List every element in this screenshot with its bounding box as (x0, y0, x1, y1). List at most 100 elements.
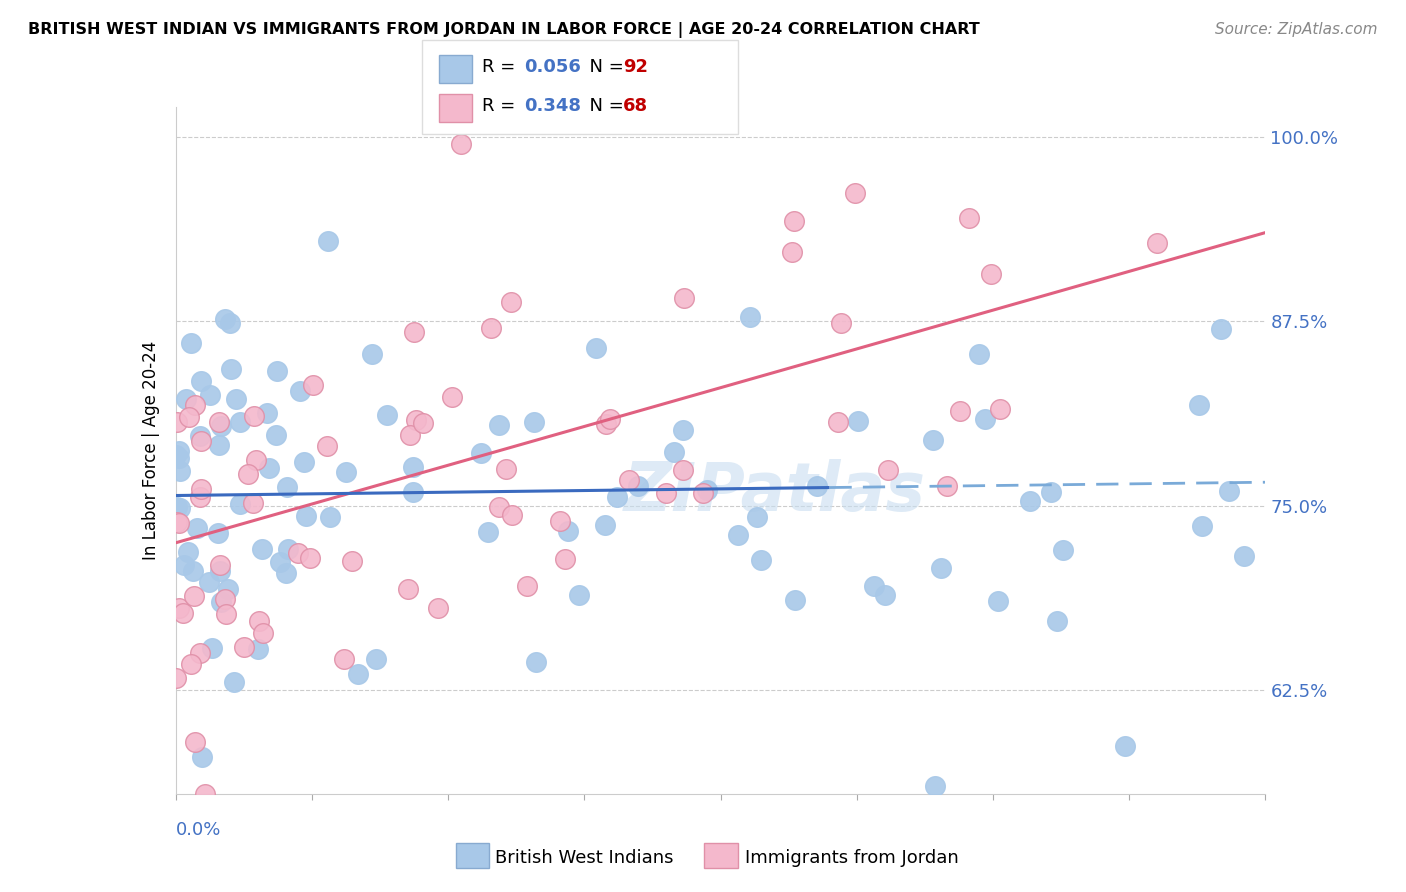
Point (595, 417, 617, 431)
Point (936, 479, 959, 493)
Point (1211, 322, 1233, 336)
Point (166, 515, 188, 529)
Point (1188, 398, 1211, 412)
Point (180, 336, 202, 351)
Point (194, 787, 217, 801)
Point (165, 671, 187, 685)
Point (242, 495, 264, 509)
Point (877, 463, 900, 477)
Point (1019, 493, 1042, 508)
Point (188, 646, 211, 660)
Point (427, 601, 450, 615)
Point (501, 508, 523, 522)
Point (188, 428, 211, 442)
Point (450, 137, 472, 152)
Point (595, 518, 617, 533)
Point (288, 384, 311, 399)
Point (441, 391, 464, 405)
Point (749, 553, 772, 567)
Point (488, 500, 510, 514)
Text: N =: N = (578, 58, 630, 76)
Text: Immigrants from Jordan: Immigrants from Jordan (745, 849, 959, 867)
Text: 0.056: 0.056 (524, 58, 581, 76)
Point (1114, 739, 1136, 753)
Point (292, 455, 315, 469)
Text: 0.0%: 0.0% (176, 822, 221, 839)
Point (402, 459, 425, 474)
Point (479, 321, 502, 335)
Point (980, 267, 1002, 281)
Point (488, 418, 510, 433)
Point (585, 341, 607, 355)
Point (225, 392, 247, 407)
Point (969, 347, 991, 361)
Point (524, 655, 547, 669)
Point (247, 614, 270, 628)
Text: 68: 68 (623, 97, 648, 115)
Point (207, 526, 229, 541)
Point (215, 607, 238, 621)
Point (190, 482, 212, 496)
Point (166, 500, 188, 514)
Point (1046, 614, 1069, 628)
Point (523, 415, 546, 429)
Point (167, 600, 190, 615)
Text: British West Indians: British West Indians (495, 849, 673, 867)
Point (347, 667, 370, 681)
Point (333, 652, 356, 666)
Point (1218, 483, 1240, 498)
Point (342, 554, 364, 568)
Point (922, 434, 945, 448)
Point (165, 448, 187, 462)
Point (186, 521, 208, 535)
Point (276, 480, 298, 494)
Point (214, 591, 236, 606)
Point (412, 417, 434, 431)
Point (377, 409, 399, 423)
Point (495, 462, 517, 476)
Point (169, 464, 191, 478)
Point (1039, 485, 1062, 500)
Point (236, 467, 259, 482)
Point (396, 582, 419, 596)
Point (785, 592, 807, 607)
Point (256, 406, 278, 420)
Point (662, 445, 685, 459)
Point (335, 465, 357, 479)
Point (277, 541, 299, 556)
Point (692, 486, 714, 500)
Point (257, 461, 280, 475)
Point (499, 295, 522, 310)
Point (671, 463, 693, 477)
Point (208, 438, 231, 452)
Point (232, 640, 254, 655)
Point (174, 392, 197, 406)
Point (846, 414, 869, 428)
Point (957, 211, 980, 225)
Point (298, 551, 321, 566)
Point (180, 657, 202, 672)
Point (568, 588, 591, 602)
Point (214, 312, 236, 326)
Point (875, 588, 897, 602)
Point (264, 428, 287, 442)
Point (188, 490, 211, 504)
Point (827, 415, 849, 429)
Point (316, 439, 339, 453)
Point (217, 582, 239, 597)
Point (398, 427, 420, 442)
Point (201, 640, 224, 655)
Point (183, 589, 205, 603)
Point (229, 497, 252, 511)
Point (166, 415, 188, 429)
Point (557, 524, 579, 539)
Point (783, 214, 806, 228)
Point (177, 545, 200, 559)
Point (1191, 519, 1213, 533)
Point (301, 378, 323, 392)
Point (169, 501, 191, 516)
Point (167, 516, 190, 530)
Point (172, 607, 194, 621)
Point (219, 317, 242, 331)
Point (844, 186, 866, 200)
